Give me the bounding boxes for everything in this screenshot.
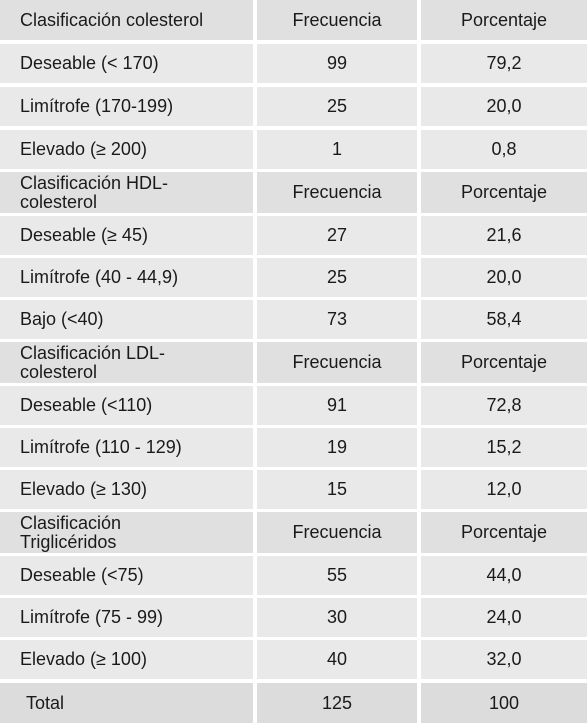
section-header-row: Clasificación LDL- colesterol Frecuencia…: [0, 342, 587, 383]
total-label: Total: [0, 683, 253, 723]
table-row: Deseable (<110) 91 72,8: [0, 386, 587, 425]
row-label: Deseable (<110): [0, 386, 253, 425]
percentage-column-header: Porcentaje: [421, 342, 587, 383]
row-percentage: 58,4: [421, 300, 587, 339]
row-frequency: 15: [257, 470, 417, 509]
row-label: Limítrofe (75 - 99): [0, 598, 253, 637]
section-header-label: Clasificación Triglicéridos: [0, 512, 253, 553]
frequency-column-header: Frecuencia: [257, 512, 417, 553]
table-row: Deseable (<75) 55 44,0: [0, 556, 587, 595]
table-row: Elevado (≥ 200) 1 0,8: [0, 130, 587, 169]
total-frequency: 125: [257, 683, 417, 723]
row-frequency: 30: [257, 598, 417, 637]
row-frequency: 19: [257, 428, 417, 467]
row-label: Deseable (<75): [0, 556, 253, 595]
table-row: Limítrofe (40 - 44,9) 25 20,0: [0, 258, 587, 297]
row-label: Elevado (≥ 200): [0, 130, 253, 169]
row-frequency: 73: [257, 300, 417, 339]
row-frequency: 25: [257, 87, 417, 126]
percentage-column-header: Porcentaje: [421, 172, 587, 213]
row-frequency: 1: [257, 130, 417, 169]
row-frequency: 91: [257, 386, 417, 425]
row-label: Limítrofe (170-199): [0, 87, 253, 126]
percentage-column-header: Porcentaje: [421, 512, 587, 553]
row-label: Elevado (≥ 130): [0, 470, 253, 509]
row-label: Elevado (≥ 100): [0, 640, 253, 679]
row-percentage: 15,2: [421, 428, 587, 467]
row-frequency: 27: [257, 216, 417, 255]
row-label: Deseable (< 170): [0, 44, 253, 83]
table-row: Limítrofe (110 - 129) 19 15,2: [0, 428, 587, 467]
row-percentage: 79,2: [421, 44, 587, 83]
table-row: Elevado (≥ 100) 40 32,0: [0, 640, 587, 679]
row-percentage: 0,8: [421, 130, 587, 169]
section-header-row: Clasificación colesterol Frecuencia Porc…: [0, 0, 587, 40]
row-label: Limítrofe (110 - 129): [0, 428, 253, 467]
section-header-row: Clasificación Triglicéridos Frecuencia P…: [0, 512, 587, 553]
row-frequency: 40: [257, 640, 417, 679]
section-header-label: Clasificación colesterol: [0, 0, 253, 40]
row-percentage: 72,8: [421, 386, 587, 425]
frequency-column-header: Frecuencia: [257, 172, 417, 213]
percentage-column-header: Porcentaje: [421, 0, 587, 40]
table-row: Elevado (≥ 130) 15 12,0: [0, 470, 587, 509]
row-percentage: 21,6: [421, 216, 587, 255]
table-row: Limítrofe (75 - 99) 30 24,0: [0, 598, 587, 637]
row-label: Bajo (<40): [0, 300, 253, 339]
section-header-row: Clasificación HDL- colesterol Frecuencia…: [0, 172, 587, 213]
table-row: Limítrofe (170-199) 25 20,0: [0, 87, 587, 126]
row-percentage: 12,0: [421, 470, 587, 509]
row-frequency: 55: [257, 556, 417, 595]
table-row: Deseable (≥ 45) 27 21,6: [0, 216, 587, 255]
frequency-column-header: Frecuencia: [257, 342, 417, 383]
table-row: Deseable (< 170) 99 79,2: [0, 44, 587, 83]
table-row: Bajo (<40) 73 58,4: [0, 300, 587, 339]
row-percentage: 20,0: [421, 87, 587, 126]
row-frequency: 99: [257, 44, 417, 83]
row-label: Deseable (≥ 45): [0, 216, 253, 255]
row-frequency: 25: [257, 258, 417, 297]
row-percentage: 32,0: [421, 640, 587, 679]
total-percentage: 100: [421, 683, 587, 723]
row-percentage: 44,0: [421, 556, 587, 595]
row-percentage: 20,0: [421, 258, 587, 297]
total-row: Total 125 100: [0, 683, 587, 723]
frequency-column-header: Frecuencia: [257, 0, 417, 40]
row-label: Limítrofe (40 - 44,9): [0, 258, 253, 297]
section-header-label: Clasificación HDL- colesterol: [0, 172, 253, 213]
section-header-label: Clasificación LDL- colesterol: [0, 342, 253, 383]
row-percentage: 24,0: [421, 598, 587, 637]
